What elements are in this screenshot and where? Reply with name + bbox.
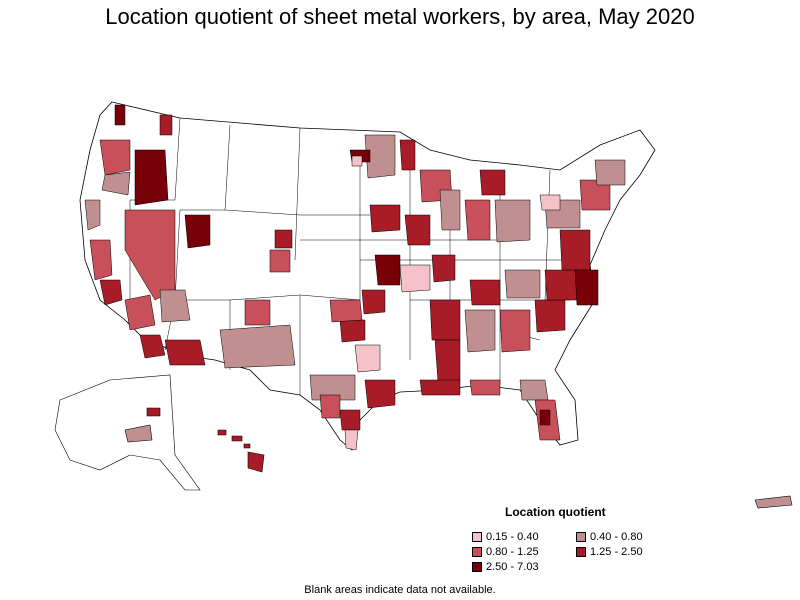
area-region <box>361 289 386 315</box>
footnote: Blank areas indicate data not available. <box>304 584 496 596</box>
area-region <box>519 379 549 401</box>
legend-swatch <box>472 562 482 572</box>
area-region <box>184 214 211 249</box>
area-region <box>99 279 123 306</box>
area-region <box>339 409 361 431</box>
area-region <box>374 254 401 286</box>
area-region <box>124 294 156 331</box>
area-region <box>419 379 461 396</box>
area-region <box>319 394 341 419</box>
area-region <box>364 379 396 409</box>
area-region <box>399 139 416 171</box>
area-region <box>139 334 166 359</box>
area-region <box>399 264 431 293</box>
area-region <box>504 269 541 299</box>
area-region <box>464 309 496 353</box>
area-region <box>164 339 206 366</box>
area-region <box>309 374 356 401</box>
legend-swatch <box>472 532 482 542</box>
area-region <box>114 104 126 126</box>
area-region <box>464 199 491 241</box>
legend-label: 0.15 - 0.40 <box>486 531 539 543</box>
area-region <box>269 249 291 273</box>
map-title: Location quotient of sheet metal workers… <box>105 4 695 29</box>
area-region <box>539 194 561 211</box>
area-region <box>544 269 581 301</box>
legend-item: 0.40 - 0.80 <box>576 531 643 543</box>
area-region <box>404 214 431 246</box>
area-region <box>159 114 173 136</box>
area-region <box>439 189 461 231</box>
legend-label: 2.50 - 7.03 <box>486 561 539 573</box>
area-region <box>351 155 363 167</box>
area-region <box>134 149 169 206</box>
area-region <box>469 379 501 396</box>
area-region <box>429 299 461 341</box>
area-region <box>369 204 401 233</box>
legend-swatch <box>576 547 586 557</box>
area-region <box>431 254 456 283</box>
legend-item: 0.80 - 1.25 <box>472 546 539 558</box>
area-region <box>534 299 566 333</box>
area-region <box>89 239 113 281</box>
area-region <box>539 409 551 426</box>
area-region <box>329 299 363 323</box>
alaska <box>54 374 201 491</box>
area-region <box>494 199 531 243</box>
area-region <box>434 339 461 383</box>
legend-label: 0.80 - 1.25 <box>486 546 539 558</box>
area-region <box>124 424 153 443</box>
legend-label: 0.40 - 0.80 <box>590 531 643 543</box>
area-region <box>274 229 293 249</box>
legend-swatch <box>576 532 586 542</box>
legend-label: 1.25 - 2.50 <box>590 546 643 558</box>
area-region <box>574 269 599 306</box>
area-region <box>469 279 501 306</box>
area-region <box>84 199 101 231</box>
area-region <box>244 299 271 326</box>
area-region <box>594 159 626 186</box>
area-region <box>354 344 381 373</box>
legend-swatch <box>472 547 482 557</box>
legend-item: 1.25 - 2.50 <box>576 546 643 558</box>
area-region <box>159 289 191 323</box>
area-region <box>219 324 296 369</box>
legend-title: Location quotient <box>505 505 606 519</box>
area-region <box>339 319 366 343</box>
area-region <box>364 134 396 179</box>
area-region <box>499 309 531 353</box>
area-region <box>559 229 591 271</box>
area-region <box>101 171 131 196</box>
puerto-rico <box>754 495 793 509</box>
legend-item: 0.15 - 0.40 <box>472 531 539 543</box>
area-region <box>99 139 131 176</box>
area-regions <box>84 104 626 451</box>
area-region <box>146 407 161 417</box>
hawaii <box>217 429 265 473</box>
legend-item: 2.50 - 7.03 <box>472 561 539 573</box>
area-region <box>344 429 359 451</box>
area-region <box>479 169 506 196</box>
